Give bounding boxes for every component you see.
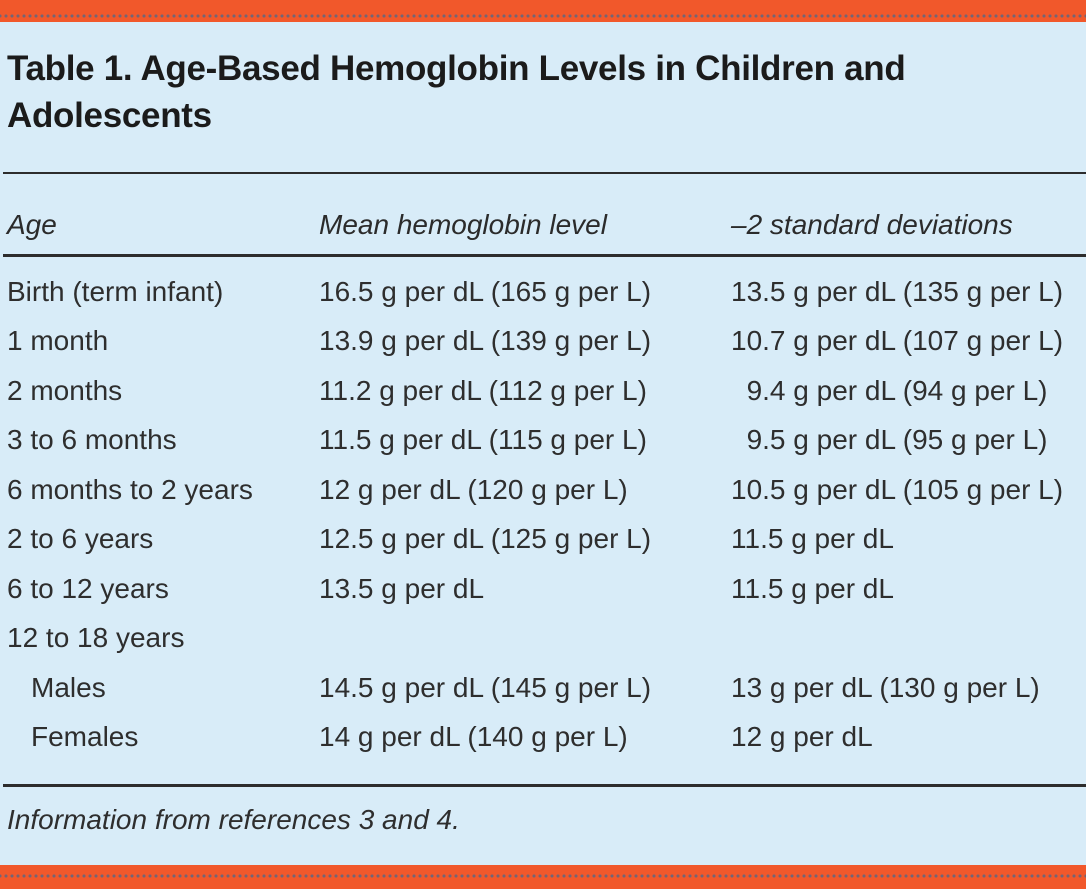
age-cell: Birth (term infant) xyxy=(7,275,224,307)
table-row: 6 to 12 years 13.5 g per dL 11.5 g per d… xyxy=(0,564,1086,614)
table-title: Table 1. Age-Based Hemoglobin Levels in … xyxy=(7,49,906,135)
table-body: Birth (term infant) 16.5 g per dL (165 g… xyxy=(0,257,1086,762)
mean-hemoglobin-cell: 12.5 g per dL (125 g per L) xyxy=(319,523,652,555)
table-row: 6 months to 2 years 12 g per dL (120 g p… xyxy=(0,465,1086,515)
age-cell: Females xyxy=(31,721,139,753)
mean-hemoglobin-cell: 13.9 g per dL (139 g per L) xyxy=(319,325,652,357)
table-row: 2 months 11.2 g per dL (112 g per L) 9.4… xyxy=(0,366,1086,416)
minus-2sd-cell: 9.4 g per dL (94 g per L) xyxy=(731,374,1048,406)
mean-hemoglobin-cell: 14 g per dL (140 g per L) xyxy=(319,721,628,753)
minus-2sd-cell: 11.5 g per dL xyxy=(731,572,894,604)
age-cell: 3 to 6 months xyxy=(7,424,177,456)
footer-divider xyxy=(3,784,1086,787)
mean-hemoglobin-cell: 12 g per dL (120 g per L) xyxy=(319,473,628,505)
top-accent-bar xyxy=(0,0,1086,22)
age-cell: Males xyxy=(31,671,106,703)
table-row: 2 to 6 years 12.5 g per dL (125 g per L)… xyxy=(0,515,1086,565)
table-row: Males 14.5 g per dL (145 g per L) 13 g p… xyxy=(0,663,1086,713)
mean-hemoglobin-cell: 13.5 g per dL xyxy=(319,572,485,604)
age-cell: 6 to 12 years xyxy=(7,572,169,604)
mean-hemoglobin-cell: 11.2 g per dL (112 g per L) xyxy=(319,374,647,406)
minus-2sd-cell: 10.7 g per dL (107 g per L) xyxy=(731,325,1064,357)
age-cell: 2 months xyxy=(7,374,123,406)
table-header-row: Age Mean hemoglobin level –2 standard de… xyxy=(0,174,1086,254)
table-row: Females 14 g per dL (140 g per L) 12 g p… xyxy=(0,713,1086,763)
age-cell: 12 to 18 years xyxy=(7,622,185,654)
minus-2sd-cell: 13 g per dL (130 g per L) xyxy=(731,671,1040,703)
title-divider xyxy=(3,172,1086,174)
mean-hemoglobin-cell: 16.5 g per dL (165 g per L) xyxy=(319,275,652,307)
table-row: Birth (term infant) 16.5 g per dL (165 g… xyxy=(0,267,1086,317)
minus-2sd-cell: 9.5 g per dL (95 g per L) xyxy=(731,424,1048,456)
table-row: 1 month 13.9 g per dL (139 g per L) 10.7… xyxy=(0,317,1086,367)
minus-2sd-cell: 13.5 g per dL (135 g per L) xyxy=(731,275,1064,307)
age-cell: 1 month xyxy=(7,325,109,357)
minus-2sd-cell: 10.5 g per dL (105 g per L) xyxy=(731,473,1064,505)
minus-2sd-cell: 12 g per dL xyxy=(731,721,873,753)
column-header-age: Age xyxy=(7,209,57,240)
mean-hemoglobin-cell: 11.5 g per dL (115 g per L) xyxy=(319,424,647,456)
table-footnote: Information from references 3 and 4. xyxy=(7,804,460,835)
table-row: 3 to 6 months 11.5 g per dL (115 g per L… xyxy=(0,416,1086,466)
minus-2sd-cell: 11.5 g per dL xyxy=(731,523,894,555)
header-divider xyxy=(3,254,1086,257)
mean-hemoglobin-cell: 14.5 g per dL (145 g per L) xyxy=(319,671,652,703)
age-cell: 6 months to 2 years xyxy=(7,473,253,505)
column-header-mean-hemoglobin: Mean hemoglobin level xyxy=(319,209,607,240)
bottom-accent-bar xyxy=(0,865,1086,889)
age-cell: 2 to 6 years xyxy=(7,523,154,555)
table-row: 12 to 18 years xyxy=(0,614,1086,664)
column-header-minus-2sd: –2 standard deviations xyxy=(731,209,1013,240)
